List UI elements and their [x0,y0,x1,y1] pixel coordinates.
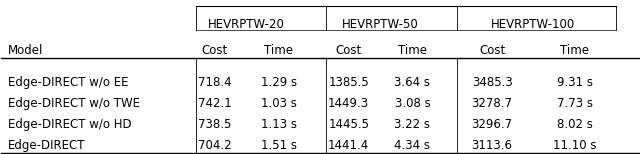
Text: Cost: Cost [202,44,228,57]
Text: HEVRPTW-20: HEVRPTW-20 [208,18,285,31]
Text: 7.73 s: 7.73 s [557,97,593,110]
Text: 3485.3: 3485.3 [472,76,513,89]
Text: 1.51 s: 1.51 s [260,139,296,152]
Text: Time: Time [398,44,427,57]
Text: Edge-DIRECT w/o TWE: Edge-DIRECT w/o TWE [8,97,140,110]
Text: 1445.5: 1445.5 [328,118,369,131]
Text: 11.10 s: 11.10 s [553,139,596,152]
Text: 1385.5: 1385.5 [328,76,369,89]
Text: 718.4: 718.4 [198,76,232,89]
Text: Edge-DIRECT: Edge-DIRECT [8,139,85,152]
Text: 3113.6: 3113.6 [472,139,513,152]
Text: 1.13 s: 1.13 s [260,118,296,131]
Text: 8.02 s: 8.02 s [557,118,593,131]
Text: HEVRPTW-50: HEVRPTW-50 [342,18,419,31]
Text: Cost: Cost [479,44,505,57]
Text: Edge-DIRECT w/o HD: Edge-DIRECT w/o HD [8,118,131,131]
Text: 1.29 s: 1.29 s [260,76,297,89]
Text: 742.1: 742.1 [198,97,232,110]
Text: 3.08 s: 3.08 s [394,97,430,110]
Text: 3296.7: 3296.7 [472,118,513,131]
Text: Edge-DIRECT w/o EE: Edge-DIRECT w/o EE [8,76,128,89]
Text: 3278.7: 3278.7 [472,97,513,110]
Text: 704.2: 704.2 [198,139,232,152]
Text: 3.64 s: 3.64 s [394,76,430,89]
Text: Model: Model [8,44,43,57]
Text: Time: Time [264,44,293,57]
Text: 9.31 s: 9.31 s [557,76,593,89]
Text: 1.03 s: 1.03 s [260,97,296,110]
Text: Time: Time [561,44,589,57]
Text: 738.5: 738.5 [198,118,232,131]
Text: HEVRPTW-100: HEVRPTW-100 [492,18,575,31]
Text: 1449.3: 1449.3 [328,97,369,110]
Text: 1441.4: 1441.4 [328,139,369,152]
Text: Cost: Cost [335,44,362,57]
Text: 3.22 s: 3.22 s [394,118,430,131]
Text: 4.34 s: 4.34 s [394,139,430,152]
